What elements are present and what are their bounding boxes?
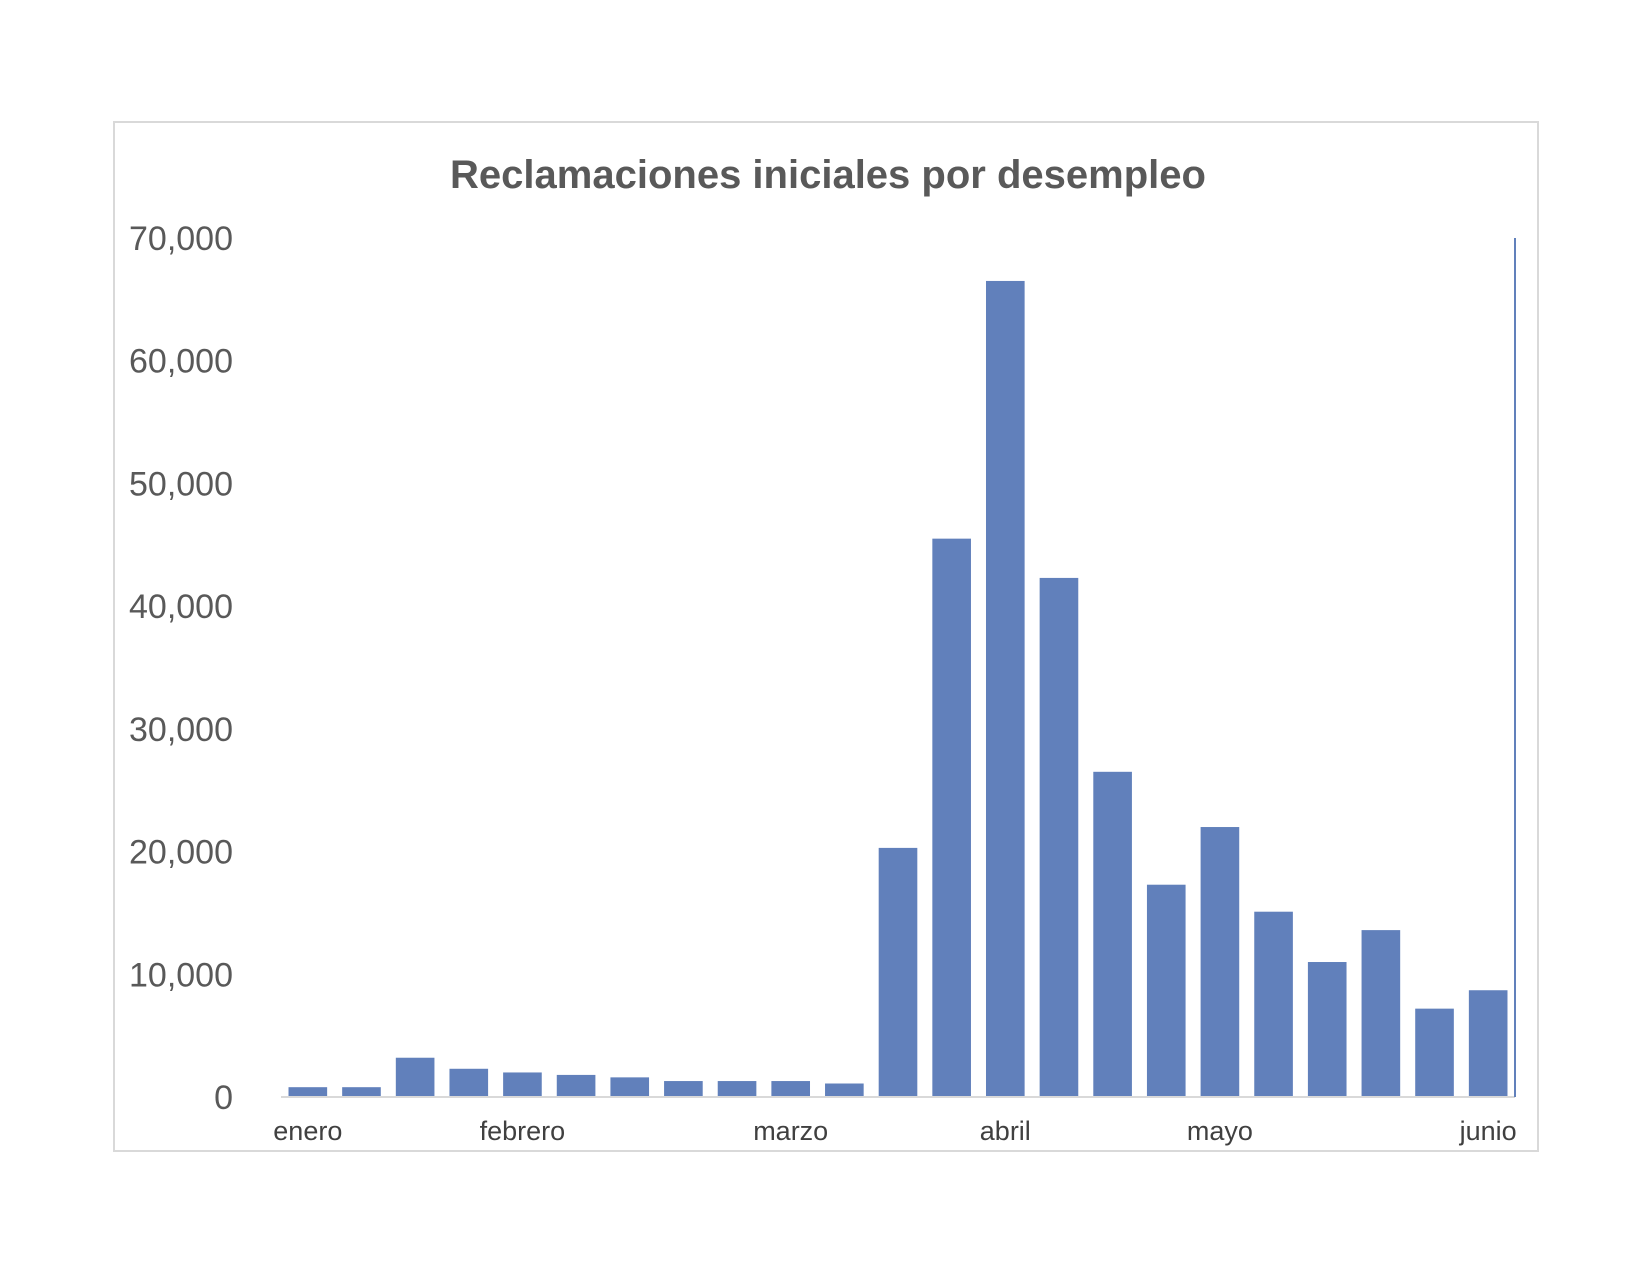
bar xyxy=(449,1068,489,1097)
bar xyxy=(825,1083,864,1097)
y-tick-label: 20,000 xyxy=(129,834,233,872)
x-tick-label: junio xyxy=(1459,1116,1517,1146)
bar xyxy=(932,538,971,1097)
bar xyxy=(878,847,918,1097)
bar xyxy=(664,1081,703,1097)
bar xyxy=(985,280,1025,1097)
y-tick-label: 60,000 xyxy=(129,343,233,381)
bar xyxy=(1039,577,1079,1097)
y-axis-tick-labels: 0 10,000 20,000 30,000 40,000 50,000 60,000 70,… xyxy=(129,220,233,1117)
y-tick-label: 30,000 xyxy=(129,711,233,749)
bar-chart: Reclamaciones iniciales por desempleo 0 1… xyxy=(129,153,1517,1146)
x-tick-label: marzo xyxy=(753,1116,828,1146)
y-tick-label: 50,000 xyxy=(129,465,233,503)
bar xyxy=(1200,827,1240,1097)
y-tick-label: 70,000 xyxy=(129,220,233,258)
bar xyxy=(556,1074,596,1097)
x-tick-label: febrero xyxy=(480,1116,566,1146)
bar xyxy=(1307,962,1347,1097)
bar xyxy=(771,1081,811,1097)
bar-series xyxy=(288,280,1508,1097)
y-tick-label: 40,000 xyxy=(129,588,233,626)
x-tick-label: mayo xyxy=(1187,1116,1253,1146)
bar xyxy=(1093,771,1132,1097)
chart-area: Reclamaciones iniciales por desempleo 0 1… xyxy=(113,121,1539,1152)
y-tick-label: 0 xyxy=(214,1079,233,1117)
x-axis-tick-labels: enero febrero marzo abril mayo junio xyxy=(273,1116,1516,1146)
x-tick-label: abril xyxy=(980,1116,1031,1146)
bar xyxy=(717,1081,757,1097)
bar xyxy=(288,1087,328,1097)
chart-title: Reclamaciones iniciales por desempleo xyxy=(450,153,1206,197)
bar xyxy=(1146,884,1186,1097)
bar xyxy=(610,1077,650,1097)
x-tick-label: enero xyxy=(273,1116,342,1146)
bar xyxy=(503,1072,542,1097)
bar xyxy=(342,1087,381,1097)
bar xyxy=(1468,990,1508,1097)
bar xyxy=(395,1057,435,1097)
y-tick-label: 10,000 xyxy=(129,956,233,994)
bar xyxy=(1361,930,1401,1097)
bar xyxy=(1254,911,1293,1097)
bar xyxy=(1415,1008,1454,1097)
